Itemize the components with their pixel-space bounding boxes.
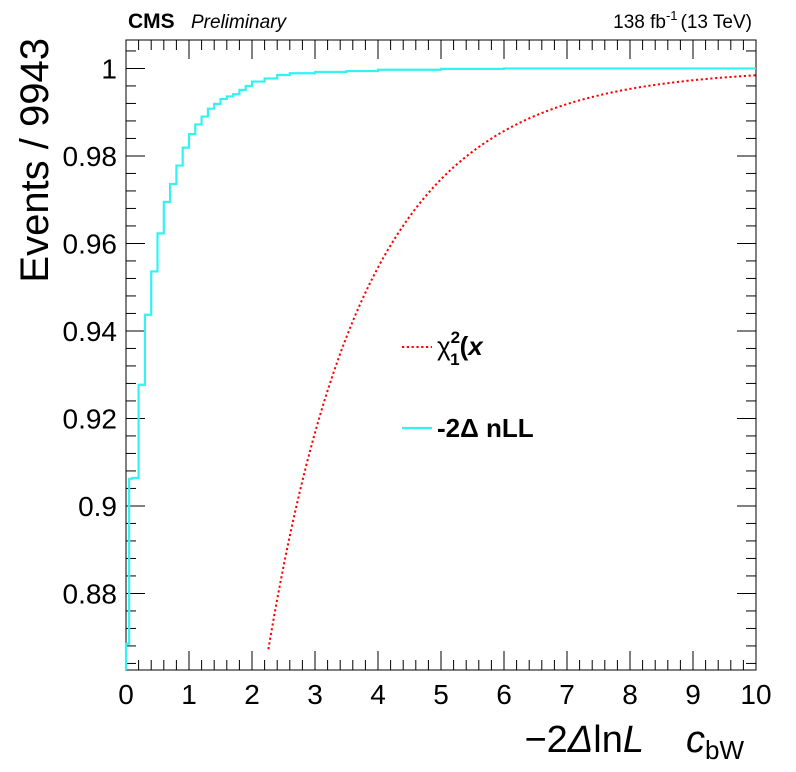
x-tick-label: 8	[622, 679, 638, 710]
x-tick-label: 3	[307, 679, 323, 710]
legend-chi-symbol: χ	[437, 331, 451, 361]
lumi-label: 138 fb-1 (13 TeV)	[613, 8, 752, 33]
x-tick-label: 6	[496, 679, 512, 710]
y-axis-title: Events / 9943	[13, 38, 57, 283]
series-chi2-curve	[267, 74, 757, 650]
y-tick-labels: 0.88 0.9 0.92 0.94 0.96 0.98 1	[63, 53, 118, 609]
experiment-label: CMS	[128, 10, 175, 33]
series-nll-step	[124, 67, 756, 670]
legend-chi-arg: x	[466, 331, 484, 361]
parameter-main: c	[686, 719, 705, 761]
parameter-label: cbW	[686, 719, 744, 765]
x-title-L: L	[623, 719, 644, 761]
x-title-ln: ln	[593, 719, 623, 761]
x-tick-label: 1	[181, 679, 197, 710]
parameter-sub: bW	[705, 735, 744, 765]
x-tick-labels: 0 1 2 3 4 5 6 7 8 9 10	[118, 679, 771, 710]
legend-chi-sup: 2	[451, 328, 460, 347]
axis-ticks	[125, 40, 757, 670]
x-tick-label: 9	[685, 679, 701, 710]
x-tick-label: 0	[118, 679, 134, 710]
lumi-energy: (13 TeV)	[681, 12, 752, 33]
x-title-prefix: −2	[524, 719, 567, 761]
y-tick-label: 0.96	[63, 228, 118, 259]
x-tick-label: 7	[559, 679, 575, 710]
x-tick-label: 2	[244, 679, 260, 710]
y-tick-label: 1	[101, 53, 117, 84]
legend-chi-sub: 1	[450, 350, 459, 369]
x-title-delta: Δ	[567, 719, 594, 761]
x-tick-label: 4	[370, 679, 386, 710]
x-tick-label: 5	[433, 679, 449, 710]
x-tick-label: 10	[740, 679, 771, 710]
legend-label-chi2: χ2 1(x	[437, 328, 484, 369]
y-tick-label: 0.98	[63, 141, 118, 172]
legend-label-nll: -2Δ nLL	[437, 413, 534, 443]
y-tick-label: 0.94	[63, 316, 118, 347]
x-axis-title: −2ΔlnL	[524, 719, 644, 761]
status-label: Preliminary	[191, 12, 288, 33]
y-tick-label: 0.88	[63, 578, 118, 609]
legend: χ2 1(x -2Δ nLL	[402, 328, 534, 443]
legend-chi-open: (	[460, 331, 469, 361]
y-tick-label: 0.9	[78, 491, 117, 522]
lumi-exponent: -1	[666, 8, 678, 23]
lumi-value: 138 fb	[613, 12, 666, 33]
y-tick-label: 0.92	[63, 403, 118, 434]
